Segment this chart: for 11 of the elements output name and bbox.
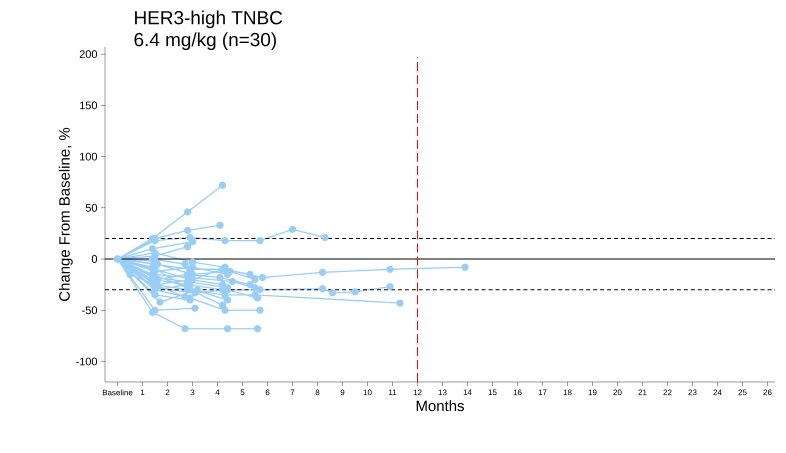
chart-title: HER3-high TNBC — [135, 10, 282, 28]
y-tick-label: 100 — [80, 152, 98, 160]
y-tick-label: 200 — [80, 50, 98, 58]
y-tick-label: 50 — [86, 204, 98, 212]
chart-subtitle: 6.4 mg/kg (n=30) — [134, 32, 276, 50]
y-axis-title: Change From Baseline, % — [58, 128, 73, 301]
y-tick-label: 0 — [92, 255, 98, 263]
y-tick-label: -100 — [76, 358, 98, 366]
y-tick-label: -50 — [82, 306, 98, 314]
y-tick-label: 150 — [80, 102, 98, 110]
x-axis-title: Months — [416, 400, 464, 412]
